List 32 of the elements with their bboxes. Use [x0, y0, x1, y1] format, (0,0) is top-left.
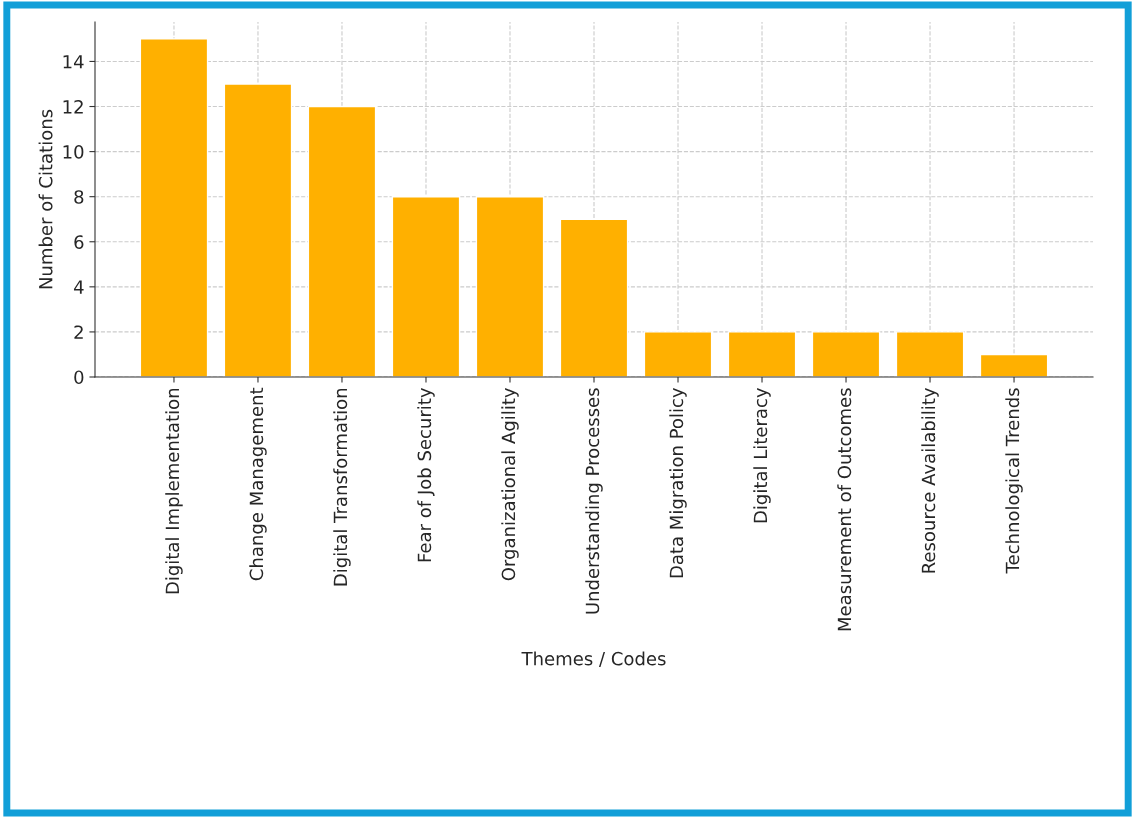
bar: [895, 331, 965, 377]
x-tick-label: Digital Literacy: [753, 387, 771, 523]
x-tick-label: Change Management: [249, 387, 267, 581]
bar: [811, 331, 881, 377]
x-tick-label: Organizational Agility: [501, 387, 519, 581]
x-tick-label: Resource Availability: [921, 387, 939, 573]
y-tick-label: 6: [74, 235, 84, 249]
bar: [139, 38, 209, 377]
bar: [307, 105, 377, 377]
x-tick-label: Digital Transformation: [333, 388, 351, 586]
y-tick-label: 8: [74, 190, 84, 204]
x-tick-label: Digital Implementation: [165, 388, 183, 594]
x-tick-label: Measurement of Outcomes: [837, 388, 852, 631]
y-tick-label: 2: [74, 325, 83, 339]
y-tick-label: 0: [74, 370, 84, 385]
bar: [559, 218, 629, 377]
bar: [391, 195, 461, 377]
x-tick-label: Understanding Processes: [585, 388, 603, 614]
bar: [643, 331, 713, 377]
x-tick-label: Technological Trends: [1005, 388, 1023, 574]
y-tick-label: 12: [63, 99, 83, 114]
x-tick-label: Fear of Job Security: [417, 387, 435, 562]
y-axis-title: Number of Citations: [38, 109, 53, 289]
bar: [979, 353, 1049, 377]
y-tick-label: 4: [73, 280, 84, 294]
x-tick-label: Data Migration Policy: [669, 387, 687, 578]
bar: [727, 331, 797, 377]
y-tick-label: 10: [63, 145, 84, 159]
bar: [475, 195, 545, 377]
x-axis-title: Themes / Codes: [521, 651, 666, 667]
bar: [223, 83, 293, 377]
y-tick-label: 14: [63, 55, 84, 69]
